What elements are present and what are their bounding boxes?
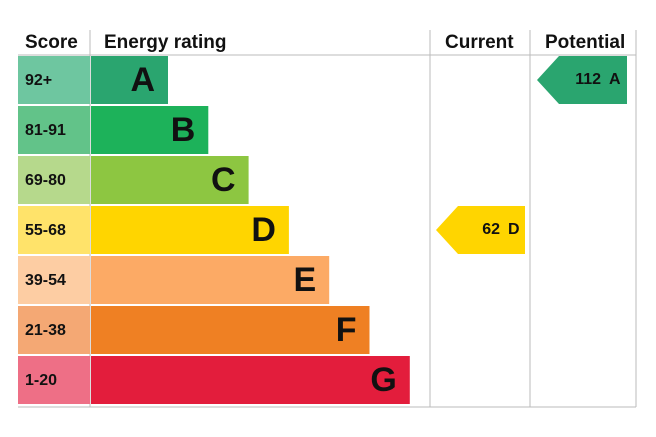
rating-letter: E: [294, 261, 317, 299]
rating-letter: A: [130, 61, 155, 99]
rating-bar: [91, 206, 289, 254]
rating-letter: C: [211, 161, 236, 199]
score-cell: [18, 306, 90, 354]
header-score: Score: [25, 32, 78, 53]
score-label: 21-38: [25, 322, 66, 339]
rating-letter: B: [171, 111, 196, 149]
score-cell: [18, 56, 90, 104]
rating-bar: [91, 356, 410, 404]
rating-bar: [91, 156, 249, 204]
score-label: 92+: [25, 72, 52, 89]
rating-bar: [91, 306, 370, 354]
current-letter: D: [508, 221, 520, 238]
score-label: 69-80: [25, 172, 66, 189]
score-cell: [18, 106, 90, 154]
rating-letter: F: [336, 311, 357, 349]
header-current: Current: [445, 32, 514, 53]
potential-value: 112: [575, 71, 601, 88]
rating-bar: [91, 256, 330, 304]
potential-arrow: [537, 56, 627, 104]
current-arrow: [436, 206, 525, 254]
score-label: 55-68: [25, 222, 66, 239]
header-potential: Potential: [545, 32, 625, 53]
score-cell: [18, 356, 90, 404]
score-cell: [18, 256, 90, 304]
score-label: 39-54: [25, 272, 66, 289]
rating-letter: G: [370, 361, 396, 399]
rating-bar: [91, 106, 209, 154]
header-rating: Energy rating: [104, 32, 226, 53]
score-label: 81-91: [25, 122, 66, 139]
score-label: 1-20: [25, 372, 57, 389]
current-value: 62: [482, 221, 500, 238]
score-cell: [18, 206, 90, 254]
potential-letter: A: [609, 71, 621, 88]
rating-bar: [91, 56, 168, 104]
rating-letter: D: [251, 211, 276, 249]
score-cell: [18, 156, 90, 204]
